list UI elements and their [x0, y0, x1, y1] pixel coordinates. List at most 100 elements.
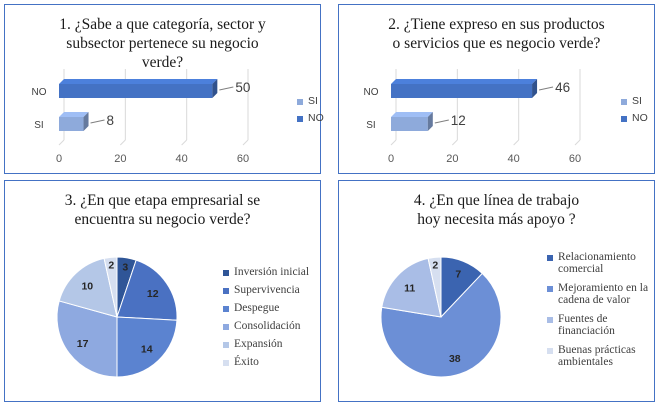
- data-label: 46: [555, 80, 570, 95]
- x-tick-label: 0: [388, 153, 394, 165]
- legend-swatch: [223, 270, 229, 276]
- legend-3: Inversión inicial Supervivencia Despegue Co…: [223, 266, 309, 374]
- bar-top-face: [59, 112, 89, 117]
- legend-swatch: [223, 360, 229, 366]
- bar-top-face: [59, 79, 218, 84]
- x-tick-label: 60: [237, 153, 249, 165]
- legend-item: Consolidación: [223, 320, 309, 332]
- legend-label: NO: [632, 112, 648, 124]
- legend-swatch: [297, 116, 303, 122]
- pie-data-label: 11: [404, 282, 415, 294]
- legend-1: SI NO: [297, 95, 324, 129]
- chart-title-2: 2. ¿Tiene expreso en sus productos o ser…: [388, 16, 605, 52]
- data-label: 8: [107, 113, 115, 128]
- legend-swatch: [223, 324, 229, 330]
- x-tick-label: 20: [114, 153, 126, 165]
- gridline-base: [574, 139, 581, 146]
- legend-label: SI: [308, 95, 318, 107]
- bar-top-face: [391, 112, 433, 117]
- y-category-label: SI: [34, 120, 43, 131]
- legend-item: Buenas prácticas ambientales: [547, 344, 651, 368]
- x-tick-label: 60: [569, 153, 581, 165]
- legend-label: Mejoramiento en la cadena de valor: [558, 282, 649, 306]
- pie-slice: [56, 300, 118, 378]
- pie-slice: [116, 259, 178, 321]
- legend-swatch: [547, 255, 553, 261]
- bar-si: [59, 117, 84, 131]
- chart-panel-3: 3. ¿En que etapa empresarial se encuentr…: [4, 180, 321, 402]
- pie-slice: [381, 257, 442, 318]
- x-tick-label: 40: [176, 153, 188, 165]
- legend-label: Supervivencia: [234, 284, 300, 296]
- gridline-base: [119, 139, 126, 146]
- chart-panel-4: 4. ¿En que línea de trabajo hoy necesita…: [338, 180, 655, 402]
- bar-no: [391, 84, 533, 98]
- legend-label: Expansión: [234, 338, 283, 350]
- legend-swatch: [547, 348, 553, 354]
- data-label: 50: [235, 80, 250, 95]
- pie-chart-4: 7 38 11 2: [380, 256, 502, 378]
- x-tick-label: 20: [446, 153, 458, 165]
- data-label-leader: [219, 86, 234, 91]
- legend-4: Relacionamiento comercial Mejoramiento en…: [547, 251, 651, 375]
- x-tick-label: 0: [56, 153, 62, 165]
- bar-side-face: [427, 112, 433, 131]
- legend-label: Éxito: [234, 356, 259, 368]
- pie-data-label: 7: [455, 269, 461, 281]
- chart-title-4: 4. ¿En que línea de trabajo hoy necesita…: [413, 192, 580, 228]
- gridline-base: [390, 139, 397, 146]
- pie-slice: [103, 256, 118, 318]
- legend-label: SI: [632, 95, 642, 107]
- bar-side-face: [532, 79, 538, 98]
- gridline-base: [181, 139, 188, 146]
- legend-swatch: [621, 99, 627, 105]
- legend-item: Relacionamiento comercial: [547, 251, 651, 275]
- pie-slice: [58, 257, 118, 318]
- data-label-leader: [434, 119, 449, 124]
- chart-panel-1: 1. ¿Sabe a que categoría, sector y subse…: [4, 4, 324, 174]
- pie-chart-3: 3 12 14 17 10 2: [56, 256, 178, 378]
- legend-item: Fuentes de financiación: [547, 313, 651, 337]
- gridline-base: [242, 139, 249, 146]
- pie-data-label: 10: [81, 281, 93, 293]
- bar-no: [59, 84, 213, 98]
- bar-side-face: [212, 79, 218, 98]
- data-label: 12: [451, 113, 466, 128]
- legend-swatch: [621, 116, 627, 122]
- legend-item: Éxito: [223, 356, 309, 368]
- y-category-label: NO: [364, 87, 379, 98]
- pie-data-label: 2: [432, 260, 438, 272]
- legend-label: NO: [308, 112, 324, 124]
- legend-2: SI NO: [621, 95, 648, 129]
- gridline-base: [513, 139, 520, 146]
- y-category-label: SI: [366, 120, 375, 131]
- pie-data-label: 3: [122, 262, 128, 274]
- legend-item: SI: [621, 95, 648, 107]
- pie-data-label: 2: [108, 260, 114, 272]
- gridline-base: [451, 139, 458, 146]
- bar-chart-2: 0 20 40 60 SI 12 NO 46: [364, 69, 581, 165]
- data-label-leader: [90, 119, 105, 124]
- chart-title-3: 3. ¿En que etapa empresarial se encuentr…: [64, 192, 261, 228]
- legend-swatch: [547, 317, 553, 323]
- pie-slice: [380, 272, 502, 378]
- legend-swatch: [297, 99, 303, 105]
- legend-label: Buenas prácticas ambientales: [558, 344, 636, 368]
- pie-data-label: 17: [77, 338, 89, 350]
- data-label-leader: [538, 86, 554, 91]
- legend-label: Fuentes de financiación: [558, 313, 615, 337]
- chart-panel-2: 2. ¿Tiene expreso en sus productos o ser…: [338, 4, 655, 174]
- legend-swatch: [547, 286, 553, 292]
- x-tick-label: 40: [508, 153, 520, 165]
- pie-data-label: 38: [449, 353, 461, 365]
- legend-item: SI: [297, 95, 324, 107]
- pie-data-label: 14: [141, 343, 153, 355]
- legend-label: Inversión inicial: [234, 266, 310, 278]
- gridline-base: [58, 139, 65, 146]
- legend-label: Consolidación: [234, 320, 301, 332]
- legend-swatch: [223, 342, 229, 348]
- legend-swatch: [223, 288, 229, 294]
- legend-item: Expansión: [223, 338, 309, 350]
- legend-item: NO: [621, 112, 648, 124]
- legend-label: Despegue: [234, 302, 280, 314]
